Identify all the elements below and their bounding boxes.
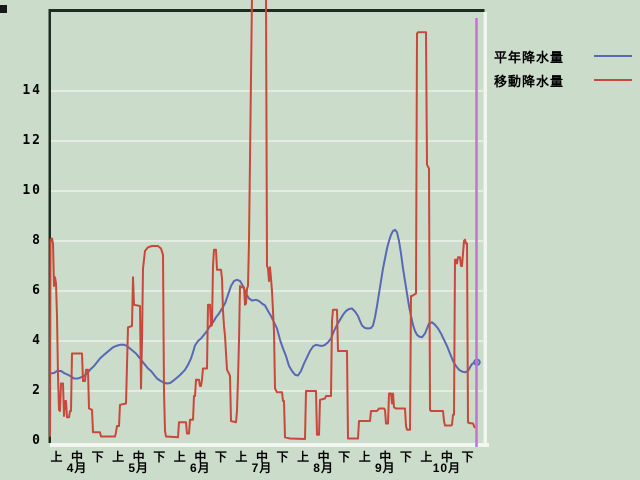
x-month-label-4月: 4月 — [66, 461, 88, 475]
x-tick-label-9月-中: 中 — [379, 450, 392, 464]
y-tick-label-4: 4 — [32, 333, 42, 348]
legend-line-sample-blue — [594, 55, 632, 57]
x-month-label-6月: 6月 — [190, 461, 211, 475]
plot-borders — [48, 9, 489, 447]
x-tick-label-8月-下: 下 — [338, 450, 351, 464]
y-tick-label-12: 12 — [22, 133, 42, 148]
plot-border-bottom — [50, 443, 489, 447]
x-tick-label-7月-中: 中 — [255, 450, 268, 464]
screen-corner-artifact — [0, 5, 7, 13]
series-line-normal — [49, 228, 478, 385]
x-month-label-10月: 10月 — [432, 461, 462, 475]
x-month-label-5月: 5月 — [128, 461, 150, 475]
legend-item-moving-precipitation: 移動降水量 — [494, 68, 632, 92]
legend: 平年降水量 移動降水量 — [494, 44, 632, 92]
y-tick-label-10: 10 — [22, 183, 42, 198]
x-tick-label-7月-上: 上 — [235, 450, 248, 464]
data-series — [49, 0, 481, 440]
x-tick-label-6月-上: 上 — [173, 450, 186, 464]
x-tick-label-6月-中: 中 — [194, 450, 207, 464]
x-tick-label-10月-中: 中 — [440, 450, 453, 464]
y-tick-label-6: 6 — [32, 283, 42, 298]
x-month-label-9月: 9月 — [374, 461, 396, 475]
x-month-label-8月: 8月 — [313, 461, 334, 475]
x-tick-label-8月-中: 中 — [317, 450, 330, 464]
x-tick-label-7月-下: 下 — [276, 450, 289, 464]
x-tick-label-4月-上: 上 — [50, 450, 63, 464]
x-month-label-7月: 7月 — [251, 461, 273, 475]
legend-item-normal-precipitation: 平年降水量 — [494, 44, 632, 68]
x-tick-label-5月-下: 下 — [153, 450, 166, 464]
legend-line-sample-red — [594, 79, 632, 81]
x-tick-label-8月-上: 上 — [297, 450, 310, 464]
x-tick-label-10月-上: 上 — [420, 450, 433, 464]
series-line-moving — [49, 0, 476, 440]
x-tick-label-6月-下: 下 — [214, 450, 227, 464]
x-tick-label-9月-下: 下 — [399, 450, 412, 464]
y-tick-label-14: 14 — [22, 83, 42, 98]
x-tick-label-5月-上: 上 — [112, 450, 125, 464]
y-tick-label-8: 8 — [32, 233, 42, 248]
plot-border-left — [48, 9, 51, 443]
y-tick-label-2: 2 — [32, 383, 42, 398]
x-tick-label-10月-下: 下 — [461, 450, 474, 464]
legend-label: 平年降水量 — [494, 49, 565, 65]
plot-border-right — [483, 12, 487, 447]
x-tick-label-9月-上: 上 — [358, 450, 371, 464]
x-tick-label-4月-下: 下 — [91, 450, 104, 464]
legend-label: 移動降水量 — [494, 73, 565, 89]
x-tick-label-4月-中: 中 — [71, 450, 84, 464]
y-tick-label-0: 0 — [32, 433, 42, 448]
x-tick-label-5月-中: 中 — [132, 450, 145, 464]
